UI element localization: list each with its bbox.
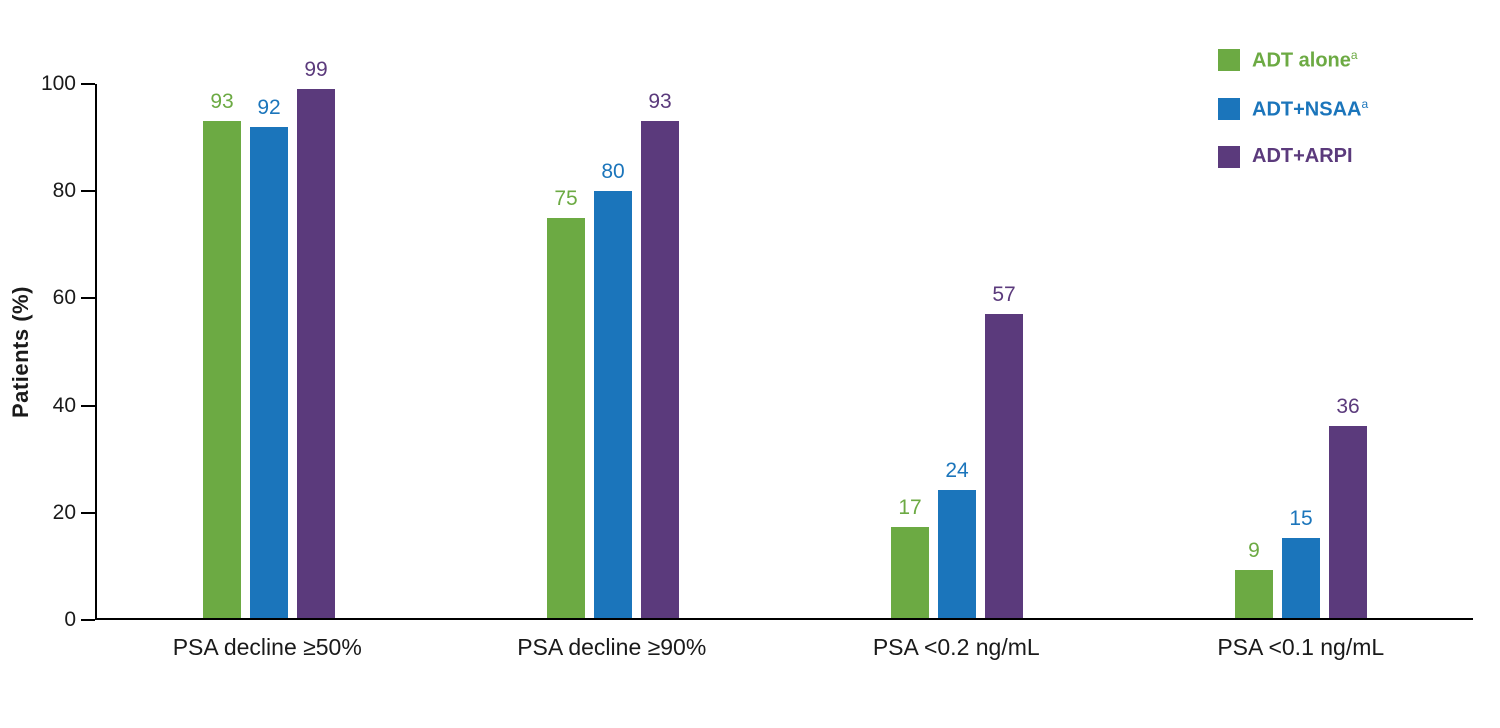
bar-value-label: 57 — [992, 282, 1016, 306]
legend-item: ADT+ARPI — [1218, 145, 1368, 168]
bar-value-label: 15 — [1289, 506, 1313, 530]
bar-group: 17 24 57 — [785, 84, 1129, 618]
legend-item: ADT+NSAAa — [1218, 97, 1368, 122]
bar: 9 — [1235, 539, 1273, 618]
bar: 99 — [297, 58, 335, 618]
legend-label-superscript: a — [1350, 48, 1358, 62]
bar-group: 93 92 99 — [97, 58, 441, 618]
x-category-label: PSA decline ≥90% — [517, 634, 707, 660]
legend-label: ADT alonea — [1252, 48, 1358, 72]
bar: 17 — [891, 496, 929, 618]
y-axis-label: Patients (%) — [8, 286, 33, 418]
bar-value-label: 92 — [257, 95, 281, 119]
x-category-label: PSA decline ≥50% — [172, 634, 362, 660]
bar: 15 — [1282, 507, 1320, 618]
bar-group: 9 15 36 — [1129, 84, 1473, 618]
bar: 93 — [641, 90, 679, 618]
legend-swatch — [1218, 97, 1240, 120]
bar: 80 — [594, 160, 632, 618]
y-tick-mark — [81, 511, 95, 514]
legend-label: ADT+ARPI — [1252, 145, 1353, 168]
bar-group: 75 80 93 — [441, 84, 785, 618]
bar-value-label: 9 — [1248, 538, 1260, 562]
y-tick-label: 100 — [40, 72, 76, 95]
x-category-label: PSA <0.1 ng/mL — [1217, 634, 1385, 660]
y-tick-mark — [81, 297, 95, 300]
y-tick-label: 20 — [52, 500, 76, 524]
bar: 93 — [203, 90, 241, 618]
bar-value-label: 93 — [210, 90, 234, 114]
legend-swatch — [1218, 49, 1240, 72]
y-tick-mark — [81, 404, 95, 407]
x-axis-labels: PSA decline ≥50% PSA decline ≥90% PSA <0.2… — [95, 634, 1473, 661]
y-tick-mark — [81, 190, 95, 193]
bar-value-label: 93 — [648, 90, 672, 114]
plot-area: 93 92 99 75 80 93 17 24 57 9 15 36 — [95, 58, 1473, 620]
y-tick-mark — [81, 619, 95, 621]
bar-value-label: 75 — [554, 186, 578, 210]
bar: 24 — [938, 459, 976, 618]
bar-value-label: 36 — [1336, 394, 1360, 418]
legend: ADT alonea ADT+NSAAa ADT+ARPI — [1218, 48, 1368, 168]
legend-item: ADT alonea — [1218, 48, 1368, 73]
x-category-label: PSA <0.2 ng/mL — [872, 634, 1040, 660]
y-tick-mark — [81, 83, 95, 85]
bar-value-label: 80 — [601, 159, 625, 183]
bar-value-label: 99 — [304, 58, 328, 82]
y-tick-label: 80 — [52, 179, 76, 203]
bar: 36 — [1329, 395, 1367, 618]
bar: 92 — [250, 96, 288, 618]
bar-value-label: 17 — [898, 496, 922, 520]
y-tick-label: 60 — [52, 286, 76, 310]
legend-label: ADT+NSAAa — [1252, 96, 1369, 121]
legend-swatch — [1218, 145, 1240, 168]
bar: 75 — [547, 187, 585, 618]
legend-label-superscript: a — [1361, 96, 1369, 111]
bar-value-label: 24 — [945, 458, 969, 482]
y-tick-label: 0 — [64, 608, 76, 631]
bar: 57 — [985, 283, 1023, 618]
y-tick-label: 40 — [52, 393, 76, 417]
